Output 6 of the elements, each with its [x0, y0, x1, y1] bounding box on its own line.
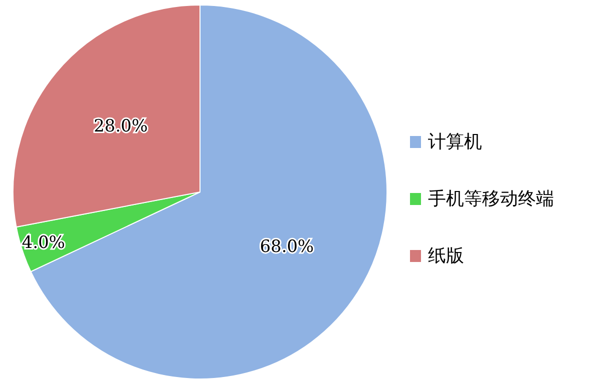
data-label: 28.0%: [94, 116, 148, 136]
legend-label: 计算机: [428, 132, 482, 152]
legend-label: 纸版: [428, 246, 464, 266]
legend-label: 手机等移动终端: [428, 188, 554, 210]
data-label: 4.0%: [22, 232, 66, 253]
data-label: 68.0%: [260, 237, 314, 258]
